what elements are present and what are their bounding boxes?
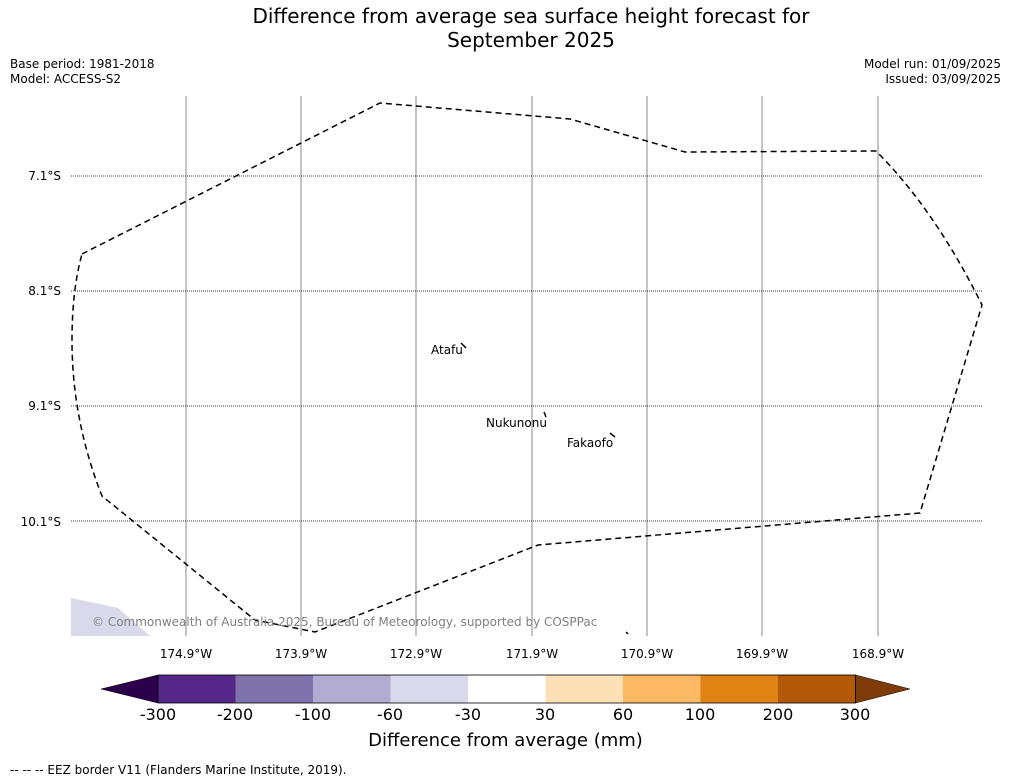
nukunonu-island (543, 411, 547, 418)
lon-label: 168.9°W (851, 647, 905, 661)
longitude-gridlines (185, 96, 879, 636)
colorbar-segment (235, 675, 313, 703)
colorbar-segment (313, 675, 391, 703)
lon-label: 172.9°W (389, 647, 443, 661)
colorbar (100, 674, 911, 704)
lat-label: 9.1°S (28, 399, 61, 413)
base-period: Base period: 1981-2018 (10, 57, 155, 71)
small-island (625, 631, 629, 635)
footnote: -- -- -- EEZ border V11 (Flanders Marine… (10, 763, 347, 777)
lon-label: 173.9°W (274, 647, 328, 661)
lat-label: 7.1°S (28, 169, 61, 183)
copyright-text: © Commonwealth of Australia 2025, Bureau… (92, 615, 597, 629)
title-line-1: Difference from average sea surface heig… (252, 4, 810, 28)
lat-label: 8.1°S (28, 284, 61, 298)
colorbar-segment (158, 675, 236, 703)
meta-left: Base period: 1981-2018 Model: ACCESS-S2 (10, 57, 155, 87)
colorbar-title: Difference from average (mm) (368, 730, 643, 751)
colorbar-segment (545, 675, 623, 703)
colorbar-tick: 300 (839, 705, 871, 724)
anomaly-patch (71, 598, 150, 636)
issued-date: Issued: 03/09/2025 (885, 72, 1001, 86)
colorbar-segment (623, 675, 701, 703)
colorbar-extend-high (855, 674, 911, 704)
colorbar-tick: -60 (376, 705, 404, 724)
model-name: Model: ACCESS-S2 (10, 72, 122, 86)
colorbar-extend-low (100, 674, 159, 704)
latitude-gridlines (71, 175, 982, 522)
colorbar-tick: 200 (762, 705, 794, 724)
lon-label: 169.9°W (735, 647, 789, 661)
meta-right: Model run: 01/09/2025 Issued: 03/09/2025 (864, 57, 1001, 87)
colorbar-tick: -300 (139, 705, 177, 724)
colorbar-tick: 30 (534, 705, 556, 724)
colorbar-tick: 60 (612, 705, 634, 724)
colorbar-segment (778, 675, 856, 703)
colorbar-tick: -30 (454, 705, 482, 724)
eez-border (71, 102, 983, 633)
place-label-nukunonu: Nukunonu (486, 416, 547, 430)
colorbar-segment (700, 675, 778, 703)
place-label-atafu: Atafu (431, 343, 463, 357)
title-line-2: September 2025 (447, 28, 615, 52)
colorbar-tick: 100 (684, 705, 716, 724)
fakaofo-island (609, 432, 616, 438)
lon-label: 170.9°W (620, 647, 674, 661)
colorbar-tick: -200 (216, 705, 254, 724)
lon-label: 174.9°W (159, 647, 213, 661)
place-label-fakaofo: Fakaofo (567, 436, 613, 450)
colorbar-segment (468, 675, 546, 703)
lon-label: 171.9°W (505, 647, 559, 661)
map-title: Difference from average sea surface heig… (0, 4, 1011, 52)
colorbar-tick: -100 (294, 705, 332, 724)
colorbar-segment (390, 675, 468, 703)
colorbar-outline (157, 674, 856, 704)
atafu-island (460, 342, 467, 349)
model-run: Model run: 01/09/2025 (863, 57, 1001, 71)
lat-label: 10.1°S (20, 515, 61, 529)
